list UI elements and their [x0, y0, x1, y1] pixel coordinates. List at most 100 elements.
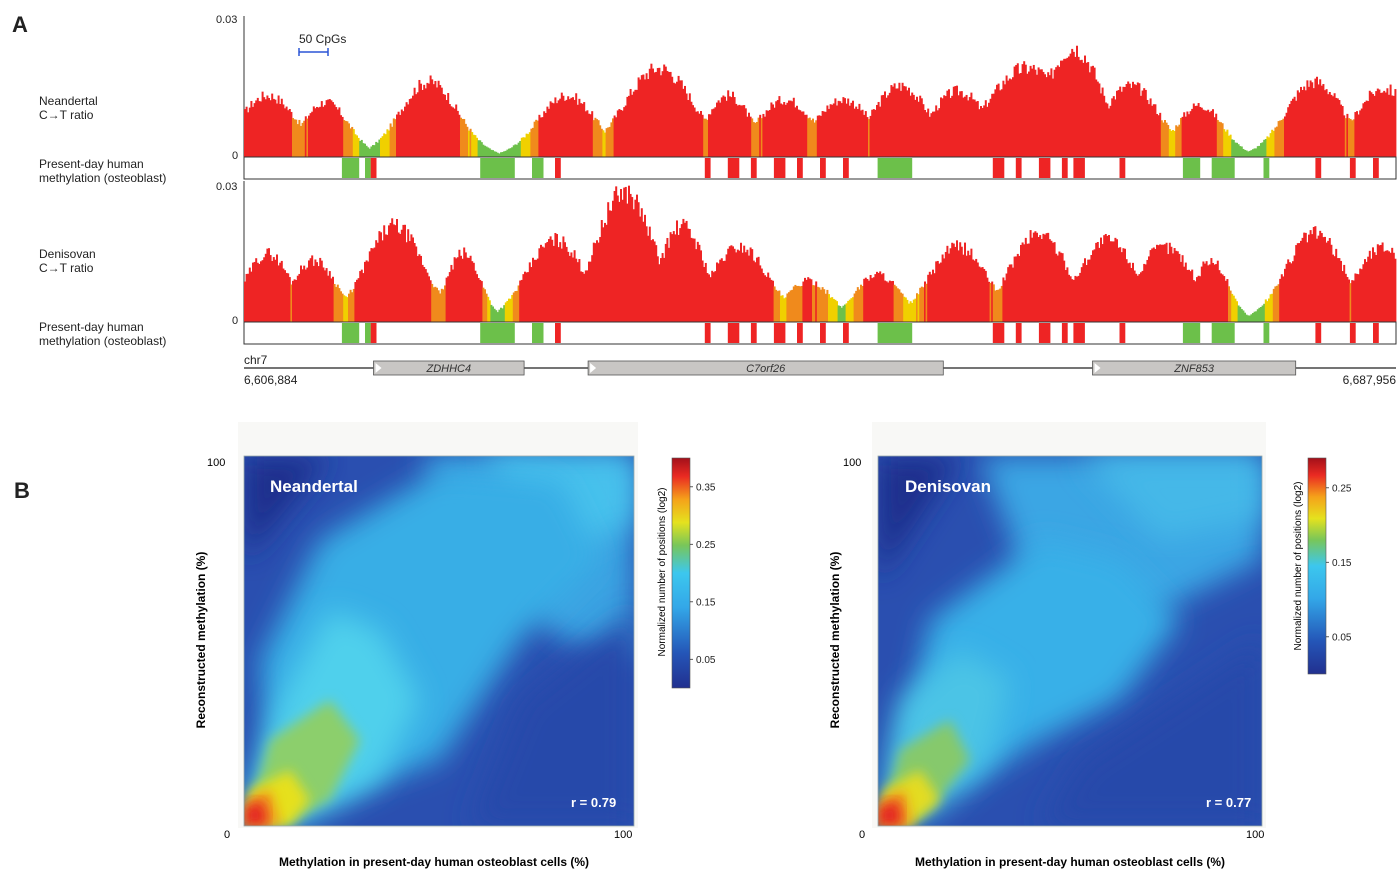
denisovan-ratio-bar	[1188, 269, 1190, 322]
denisovan-ratio-bar	[1116, 239, 1118, 322]
denisovan-ratio-bar	[855, 290, 858, 322]
neandertal-ratio-bar	[264, 99, 267, 157]
neandertal-ratio-bar	[634, 89, 637, 157]
neandertal-ratio-bar	[1010, 79, 1013, 157]
denisovan-ratio-bar	[1077, 275, 1080, 322]
methylation-high-mark	[992, 323, 1005, 343]
neandertal-ratio-bar	[1360, 108, 1363, 157]
neandertal-ratio-bar	[972, 99, 974, 157]
neandertal-ratio-bar	[956, 85, 958, 157]
denisovan-ratio-bar	[786, 293, 789, 322]
denisovan-ratio-bar	[735, 252, 738, 322]
denisovan-ratio-bar	[1045, 233, 1048, 322]
colorbar-tick-label: 0.35	[696, 482, 716, 493]
neandertal-ratio-bar	[869, 115, 872, 157]
neandertal-ratio-bar	[788, 100, 790, 157]
denisovan-ratio-bar	[1284, 268, 1286, 322]
denisovan-ratio-bar	[732, 246, 734, 322]
denisovan-ratio-bar	[1100, 237, 1102, 322]
neandertal-ratio-bar	[861, 109, 864, 157]
denisovan-ratio-bar	[572, 257, 574, 322]
denisovan-ratio-bar	[589, 261, 592, 322]
denisovan-ratio-bar	[749, 247, 752, 322]
denisovan-ratio-bar	[1021, 242, 1024, 322]
denisovan-ratio-bar	[644, 214, 646, 322]
denisovan-ratio-bar	[1228, 286, 1230, 322]
neandertal-ratio-bar	[298, 119, 301, 157]
neandertal-ratio-bar	[1314, 78, 1317, 157]
denisovan-ratio-bar	[896, 288, 899, 322]
neandertal-ratio-bar	[637, 77, 640, 157]
denisovan-ratio-bar	[709, 277, 712, 322]
denisovan-ratio-bar	[1370, 258, 1373, 322]
denisovan-ratio-bar	[1168, 242, 1171, 322]
neandertal-ratio-bar	[997, 83, 1000, 157]
denisovan-ratio-bar	[858, 289, 861, 322]
denisovan-ratio-bar	[890, 281, 893, 322]
neandertal-ratio-bar	[932, 111, 934, 157]
denisovan-ratio-bar	[1308, 234, 1310, 322]
denisovan-ratio-bar	[640, 208, 643, 322]
denisovan-ratio-bar	[850, 298, 853, 322]
neandertal-ratio-bar	[780, 103, 782, 157]
denisovan-ratio-bar	[728, 246, 731, 322]
neandertal-ratio-bar	[416, 92, 419, 157]
denisovan-ratio-bar	[663, 257, 666, 322]
neandertal-ratio-bar	[1165, 122, 1168, 157]
denisovan-ratio-bar	[429, 280, 432, 322]
denisovan-ratio-bar	[679, 228, 682, 322]
denisovan-ratio-bar	[416, 256, 419, 322]
denisovan-ratio-bar	[1290, 263, 1293, 322]
denisovan-ratio-bar	[444, 285, 446, 322]
denisovan-plot-title: Denisovan	[905, 477, 991, 496]
neandertal-ratio-bar	[1389, 84, 1392, 157]
neandertal-ratio-bar	[367, 147, 370, 157]
denisovan-ratio-bar	[1344, 273, 1347, 322]
denisovan-ratio-bar	[741, 252, 744, 322]
denisovan-ratio-bar	[1253, 311, 1256, 322]
denisovan-ratio-bar	[468, 257, 470, 322]
denisovan-ratio-bar	[285, 272, 288, 322]
neandertal-xmax: 100	[614, 829, 632, 841]
denisovan-ratio-bar	[1328, 238, 1331, 322]
neandertal-ratio-bar	[968, 97, 971, 157]
neandertal-ratio-bar	[514, 144, 517, 157]
denisovan-ratio-bar	[904, 297, 907, 322]
denisovan-ratio-bar	[650, 240, 653, 322]
neandertal-ratio-bar	[1047, 72, 1050, 157]
neandertal-ratio-bar	[280, 98, 283, 157]
neandertal-ratio-bar	[580, 103, 582, 157]
neandertal-ratio-bar	[412, 95, 414, 157]
denisovan-ratio-bar	[351, 292, 354, 322]
neandertal-ratio-bar	[522, 137, 525, 157]
methylation-low-mark	[877, 323, 913, 343]
denisovan-ratio-bar	[357, 278, 360, 322]
denisovan-ratio-bar	[276, 254, 278, 322]
gene-strand-arrow	[375, 363, 382, 373]
denisovan-ratio-bar	[244, 281, 246, 322]
neandertal-ratio-bar	[300, 125, 302, 157]
denisovan-ratio-bar	[605, 224, 608, 322]
denisovan-ratio-bar	[548, 239, 550, 322]
denisovan-ratio-bar	[1186, 269, 1189, 322]
neandertal-ratio-bar	[1109, 105, 1112, 157]
denisovan-ratio-bar	[509, 298, 512, 322]
denisovan-ymax: 100	[843, 457, 861, 469]
neandertal-ratio-bar	[759, 114, 762, 157]
neandertal-ratio-bar	[293, 119, 296, 157]
denisovan-ratio-bar	[1351, 280, 1354, 322]
denisovan-ratio-bar	[397, 232, 400, 322]
neandertal-ratio-bar	[962, 97, 965, 157]
neandertal-ratio-bar	[375, 141, 378, 157]
denisovan-ratio-bar	[861, 285, 864, 322]
denisovan-ratio-bar	[660, 258, 662, 322]
denisovan-ratio-bar	[981, 267, 984, 322]
denisovan-ratio-bar	[645, 226, 648, 322]
neandertal-ratio-bar	[1306, 80, 1309, 157]
neandertal-ratio-bar	[1328, 92, 1331, 157]
denisovan-ratio-bar	[506, 300, 509, 322]
denisovan-ratio-bar	[290, 284, 293, 322]
neandertal-ratio-bar	[828, 108, 830, 157]
denisovan-ratio-bar	[933, 273, 936, 322]
neandertal-ratio-bar	[1127, 81, 1130, 157]
